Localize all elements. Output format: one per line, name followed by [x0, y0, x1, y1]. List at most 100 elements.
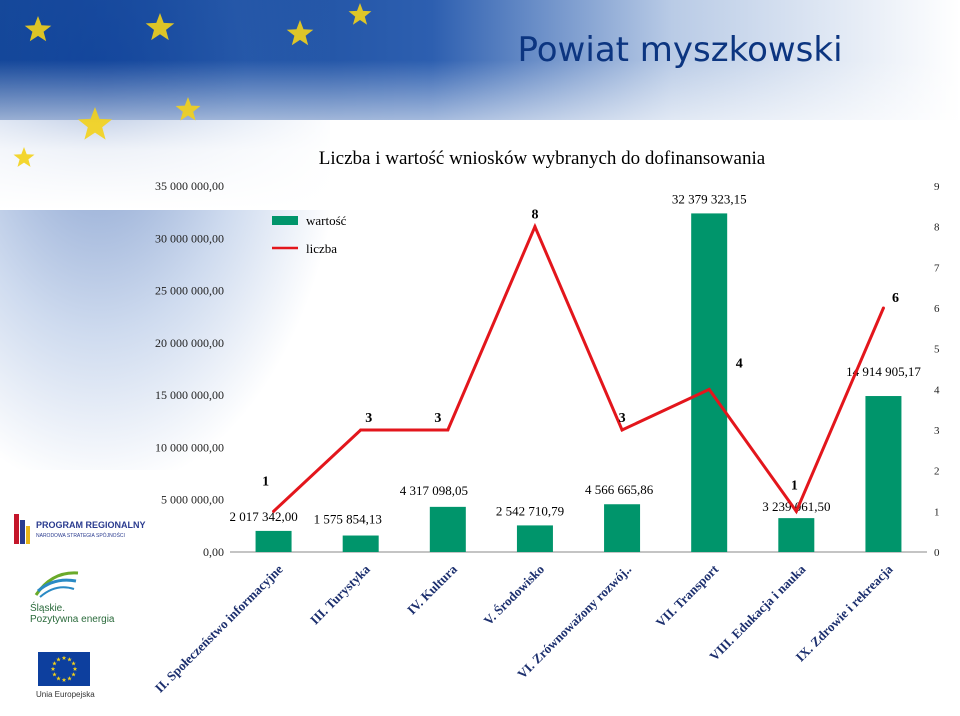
ue-star-icon: [52, 672, 57, 677]
line-value-label: 8: [531, 208, 538, 223]
category-label: II. Społeczeństwo informacyjne: [152, 561, 286, 695]
category-label: VIII. Edukacja i nauka: [706, 561, 808, 663]
category-label: IX. Zdrowie i rekreacja: [793, 561, 896, 664]
bar-value-label: 1 575 854,13: [314, 512, 382, 527]
eu-star-icon: [348, 3, 372, 25]
ue-star-icon: [52, 661, 57, 666]
eu-star-icon: [145, 13, 175, 41]
left-tick-label: 0,00: [203, 545, 224, 559]
line-value-label: 3: [365, 411, 372, 426]
right-tick-label: 4: [934, 384, 940, 396]
bar: [778, 518, 815, 552]
line-series: [272, 222, 885, 515]
program-regionalny-subtext: NARODOWA STRATEGIA SPÓJNOŚCI: [36, 533, 125, 539]
eu-star-icon: [77, 107, 113, 140]
left-tick-label: 25 000 000,00: [155, 284, 224, 298]
legend-label-wartosc: wartość: [306, 213, 347, 228]
line-point: [533, 225, 537, 229]
line-point: [446, 428, 450, 432]
ue-star-icon: [61, 655, 67, 660]
program-regionalny-text: PROGRAM REGIONALNY: [36, 520, 146, 530]
right-tick-label: 8: [934, 222, 940, 234]
slide-title: Powiat myszkowski: [517, 30, 843, 70]
legend-label-liczba: liczba: [306, 241, 337, 256]
line-point: [794, 509, 798, 513]
bar: [342, 535, 379, 552]
ue-star-icon: [71, 672, 76, 677]
line-value-label: 3: [619, 411, 626, 426]
left-tick-label: 10 000 000,00: [155, 440, 224, 454]
legend-swatch-wartosc: [272, 216, 298, 225]
category-label: III. Turystyka: [307, 561, 373, 627]
bar: [691, 213, 728, 552]
bar: [865, 396, 902, 552]
slaskie-tagline: Pozytywna energia: [30, 614, 115, 625]
ue-star-icon: [71, 661, 76, 666]
left-axis: 0,00 5 000 000,00 10 000 000,00 15 000 000,…: [155, 179, 224, 559]
category-label: VII. Transport: [653, 561, 722, 630]
bar-value-label: 3 239 061,50: [762, 499, 830, 514]
ue-label: Unia Europejska: [36, 690, 95, 699]
line-point: [707, 387, 711, 391]
banner-fade: [0, 60, 960, 210]
program-regionalny-logo: PROGRAM REGIONALNY NARODOWA STRATEGIA SP…: [36, 520, 146, 542]
line-point: [272, 509, 276, 513]
category-label: V. Środowisko: [481, 562, 547, 628]
line-value-label: 1: [262, 474, 269, 489]
bar: [516, 525, 553, 552]
legend: wartość liczba: [272, 213, 347, 256]
ue-star-icon: [67, 657, 72, 662]
line-value-label: 1: [791, 478, 798, 493]
line-labels: 1 3 3 8 3 4 1 6: [262, 208, 899, 494]
eu-stars: [13, 3, 372, 167]
ue-star-icon: [72, 666, 78, 671]
right-tick-label: 2: [934, 466, 940, 478]
left-tick-label: 35 000 000,00: [155, 179, 224, 193]
line-value-label: 4: [736, 356, 743, 371]
bar-labels: 2 017 342,00 1 575 854,13 4 317 098,05 2 54…: [229, 191, 921, 526]
ue-star-icon: [50, 666, 56, 671]
bars: [255, 213, 902, 552]
line-value-label: 6: [892, 291, 899, 306]
right-tick-label: 5: [934, 344, 940, 356]
eu-star-icon: [286, 20, 314, 46]
bar: [255, 530, 292, 552]
right-axis: 0 1 2 3 4 5 6 7 8 9: [934, 181, 940, 559]
program-regionalny-logo-icon: [14, 514, 30, 544]
line-point: [881, 306, 885, 310]
slaskie-text: Śląskie.: [30, 603, 66, 614]
ue-star-icon: [61, 677, 67, 682]
slaskie-logo: Śląskie. Pozytywna energia: [30, 603, 115, 625]
bar-value-label: 2 017 342,00: [229, 509, 297, 524]
right-tick-label: 0: [934, 547, 940, 559]
ue-star-icon: [56, 676, 61, 681]
ue-star-icon: [56, 657, 61, 662]
left-tick-label: 30 000 000,00: [155, 231, 224, 245]
bar: [429, 506, 466, 552]
right-tick-label: 1: [934, 506, 940, 518]
ue-star-icon: [67, 676, 72, 681]
left-tick-label: 15 000 000,00: [155, 388, 224, 402]
right-tick-label: 7: [934, 262, 940, 274]
bar-value-label: 4 317 098,05: [400, 483, 468, 498]
bar-value-label: 32 379 323,15: [672, 191, 747, 206]
line-liczba: [272, 222, 885, 515]
line-point: [359, 428, 363, 432]
line-value-label: 3: [434, 411, 441, 426]
eu-star-icon: [13, 147, 35, 167]
category-labels: II. Społeczeństwo informacyjne III. Turys…: [152, 561, 896, 695]
eu-star-icon: [24, 16, 52, 42]
slaskie-logo-icon: [34, 571, 79, 598]
bar: [604, 504, 641, 552]
right-tick-label: 6: [934, 303, 940, 315]
category-label: IV. Kultura: [404, 561, 460, 617]
left-tick-label: 20 000 000,00: [155, 336, 224, 350]
chart-title: Liczba i wartość wniosków wybranych do d…: [319, 148, 766, 169]
right-tick-label: 3: [934, 425, 940, 437]
bar-value-label: 4 566 665,86: [585, 482, 654, 497]
bar-value-label: 14 914 905,17: [846, 364, 921, 379]
ue-flag-icon: [38, 652, 90, 686]
bar-value-label: 2 542 710,79: [496, 503, 564, 518]
right-tick-label: 9: [934, 181, 940, 193]
line-point: [620, 428, 624, 432]
